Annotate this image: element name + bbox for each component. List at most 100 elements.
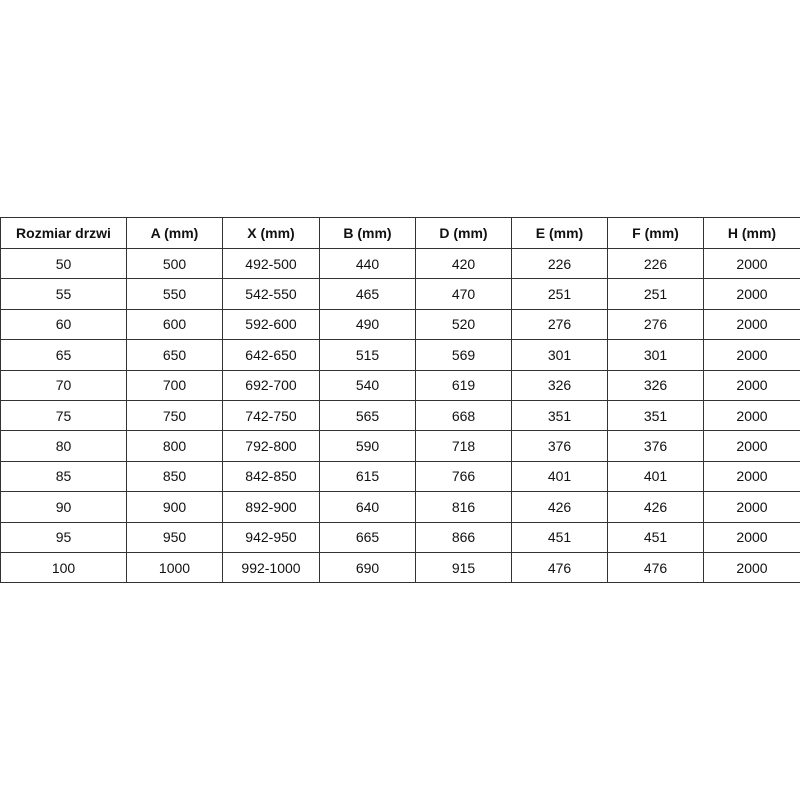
- table-cell: 950: [126, 521, 223, 553]
- table-cell: 565: [319, 399, 416, 432]
- table-cell: 440: [319, 247, 416, 280]
- table-cell: 65: [0, 339, 127, 371]
- table-cell: 251: [511, 278, 608, 310]
- table-cell: 2000: [703, 460, 800, 493]
- table-cell: 900: [126, 491, 223, 523]
- table-cell: 642-650: [222, 339, 320, 371]
- table-row: 55 550 542-550 465 470 251 251 2000: [0, 278, 800, 310]
- column-header: D (mm): [415, 217, 512, 249]
- table-cell: 690: [319, 551, 416, 584]
- table-row: 50 500 492-500 440 420 226 226 2000: [0, 247, 800, 280]
- table-cell: 842-850: [222, 460, 320, 493]
- table-cell: 619: [415, 369, 512, 401]
- table-cell: 590: [319, 430, 416, 462]
- table-row: 65 650 642-650 515 569 301 301 2000: [0, 339, 800, 371]
- table-cell: 2000: [703, 430, 800, 462]
- table-cell: 276: [607, 308, 704, 341]
- column-header: Rozmiar drzwi: [0, 217, 127, 249]
- table-row: 85 850 842-850 615 766 401 401 2000: [0, 460, 800, 493]
- table-cell: 376: [511, 430, 608, 462]
- column-header: H (mm): [703, 217, 800, 249]
- table-cell: 470: [415, 278, 512, 310]
- column-header: E (mm): [511, 217, 608, 249]
- table-cell: 600: [126, 308, 223, 341]
- table-cell: 100: [0, 551, 127, 584]
- table-cell: 50: [0, 247, 127, 280]
- table-row: 70 700 692-700 540 619 326 326 2000: [0, 369, 800, 401]
- table-cell: 401: [511, 460, 608, 493]
- table-cell: 915: [415, 551, 512, 584]
- table-row: 95 950 942-950 665 866 451 451 2000: [0, 521, 800, 553]
- table-cell: 850: [126, 460, 223, 493]
- table-cell: 301: [511, 339, 608, 371]
- table-cell: 569: [415, 339, 512, 371]
- table-cell: 550: [126, 278, 223, 310]
- table-cell: 2000: [703, 339, 800, 371]
- table-cell: 665: [319, 521, 416, 553]
- table-row: 60 600 592-600 490 520 276 276 2000: [0, 308, 800, 341]
- table-cell: 2000: [703, 247, 800, 280]
- table-cell: 226: [607, 247, 704, 280]
- table-cell: 766: [415, 460, 512, 493]
- table-cell: 2000: [703, 369, 800, 401]
- column-header: X (mm): [222, 217, 320, 249]
- table-cell: 465: [319, 278, 416, 310]
- table-cell: 426: [511, 491, 608, 523]
- table-cell: 692-700: [222, 369, 320, 401]
- table-cell: 892-900: [222, 491, 320, 523]
- table-header-row: Rozmiar drzwi A (mm) X (mm) B (mm) D (mm) E (…: [0, 217, 800, 249]
- door-size-table: Rozmiar drzwi A (mm) X (mm) B (mm) D (mm) E (…: [0, 217, 800, 584]
- table-cell: 95: [0, 521, 127, 553]
- table-cell: 668: [415, 399, 512, 432]
- table-cell: 800: [126, 430, 223, 462]
- table-cell: 792-800: [222, 430, 320, 462]
- table-row: 90 900 892-900 640 816 426 426 2000: [0, 491, 800, 523]
- table-cell: 700: [126, 369, 223, 401]
- table-cell: 500: [126, 247, 223, 280]
- table-cell: 251: [607, 278, 704, 310]
- table-cell: 60: [0, 308, 127, 341]
- table-cell: 866: [415, 521, 512, 553]
- table-cell: 2000: [703, 399, 800, 432]
- table-row: 80 800 792-800 590 718 376 376 2000: [0, 430, 800, 462]
- column-header: B (mm): [319, 217, 416, 249]
- table-cell: 2000: [703, 551, 800, 584]
- table-cell: 992-1000: [222, 551, 320, 584]
- table-cell: 351: [607, 399, 704, 432]
- table-cell: 476: [511, 551, 608, 584]
- table-cell: 750: [126, 399, 223, 432]
- table-cell: 492-500: [222, 247, 320, 280]
- table-cell: 70: [0, 369, 127, 401]
- table-cell: 376: [607, 430, 704, 462]
- table-cell: 542-550: [222, 278, 320, 310]
- table-cell: 426: [607, 491, 704, 523]
- table-cell: 85: [0, 460, 127, 493]
- table-cell: 816: [415, 491, 512, 523]
- table-cell: 90: [0, 491, 127, 523]
- table-cell: 718: [415, 430, 512, 462]
- table-cell: 615: [319, 460, 416, 493]
- table-cell: 520: [415, 308, 512, 341]
- column-header: A (mm): [126, 217, 223, 249]
- table-cell: 540: [319, 369, 416, 401]
- table-cell: 226: [511, 247, 608, 280]
- table-cell: 75: [0, 399, 127, 432]
- table-cell: 326: [607, 369, 704, 401]
- table-cell: 476: [607, 551, 704, 584]
- table-cell: 490: [319, 308, 416, 341]
- table-cell: 515: [319, 339, 416, 371]
- table-cell: 640: [319, 491, 416, 523]
- column-header: F (mm): [607, 217, 704, 249]
- table-cell: 55: [0, 278, 127, 310]
- table-cell: 2000: [703, 491, 800, 523]
- table-cell: 301: [607, 339, 704, 371]
- table-cell: 2000: [703, 278, 800, 310]
- table-cell: 650: [126, 339, 223, 371]
- table-row: 100 1000 992-1000 690 915 476 476 2000: [0, 551, 800, 584]
- table-cell: 2000: [703, 308, 800, 341]
- table-cell: 351: [511, 399, 608, 432]
- table-cell: 592-600: [222, 308, 320, 341]
- table-cell: 326: [511, 369, 608, 401]
- table-cell: 420: [415, 247, 512, 280]
- table-row: 75 750 742-750 565 668 351 351 2000: [0, 399, 800, 432]
